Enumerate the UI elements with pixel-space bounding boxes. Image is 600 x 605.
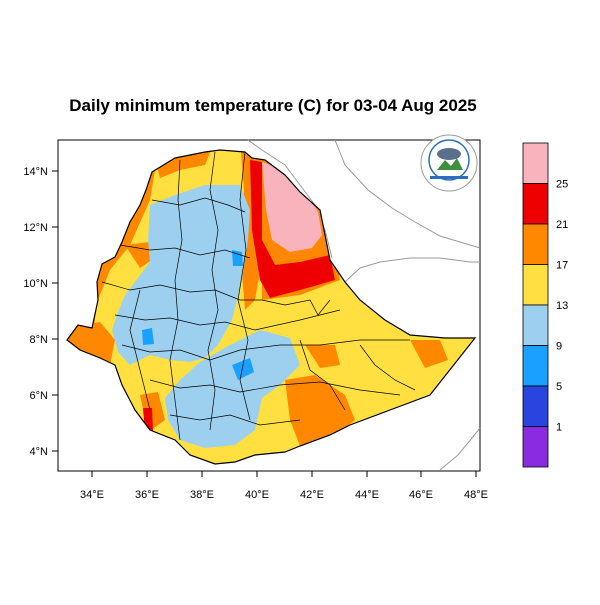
legend-swatch xyxy=(522,142,549,184)
legend-swatch xyxy=(522,304,549,346)
legend-label: 21 xyxy=(556,219,568,231)
legend-swatch xyxy=(522,426,549,468)
map-title: Daily minimum temperature (C) for 03-04 … xyxy=(69,96,477,115)
legend-label: 25 xyxy=(556,179,568,191)
lon-tick-label: 42°E xyxy=(300,489,324,501)
lon-tick-label: 40°E xyxy=(245,489,269,501)
lat-tick-label: 10°N xyxy=(23,278,48,290)
lon-tick-label: 36°E xyxy=(135,489,159,501)
legend-swatch xyxy=(522,345,549,387)
lon-tick-label: 38°E xyxy=(190,489,214,501)
legend-label: 5 xyxy=(556,381,562,393)
lon-tick-label: 44°E xyxy=(355,489,379,501)
legend-swatch xyxy=(522,264,549,306)
legend-label: 1 xyxy=(556,422,562,434)
lat-tick-label: 6°N xyxy=(30,390,49,402)
legend-label: 13 xyxy=(556,300,568,312)
legend-label: 17 xyxy=(556,260,568,272)
legend-swatch xyxy=(522,223,549,265)
color-legend: 25 21 17 13 9 5 1 xyxy=(522,142,568,468)
legend-swatch xyxy=(522,385,549,427)
lon-tick-label: 34°E xyxy=(80,489,104,501)
longitude-axis: 34°E 36°E 38°E 40°E 42°E 44°E 46°E 48°E xyxy=(80,471,488,501)
lat-tick-label: 12°N xyxy=(23,222,48,234)
admin-borders xyxy=(101,151,416,441)
lat-tick-label: 14°N xyxy=(23,166,48,178)
neighbor-borders xyxy=(247,139,481,471)
lon-tick-label: 48°E xyxy=(464,489,488,501)
lon-tick-label: 46°E xyxy=(409,489,433,501)
logo xyxy=(420,134,478,192)
legend-swatch xyxy=(522,183,549,225)
latitude-axis: 4°N 6°N 8°N 10°N 12°N 14°N xyxy=(23,166,58,458)
lat-tick-label: 8°N xyxy=(30,334,49,346)
lat-tick-label: 4°N xyxy=(30,446,49,458)
legend-label: 9 xyxy=(556,341,562,353)
country-outline xyxy=(66,149,477,465)
